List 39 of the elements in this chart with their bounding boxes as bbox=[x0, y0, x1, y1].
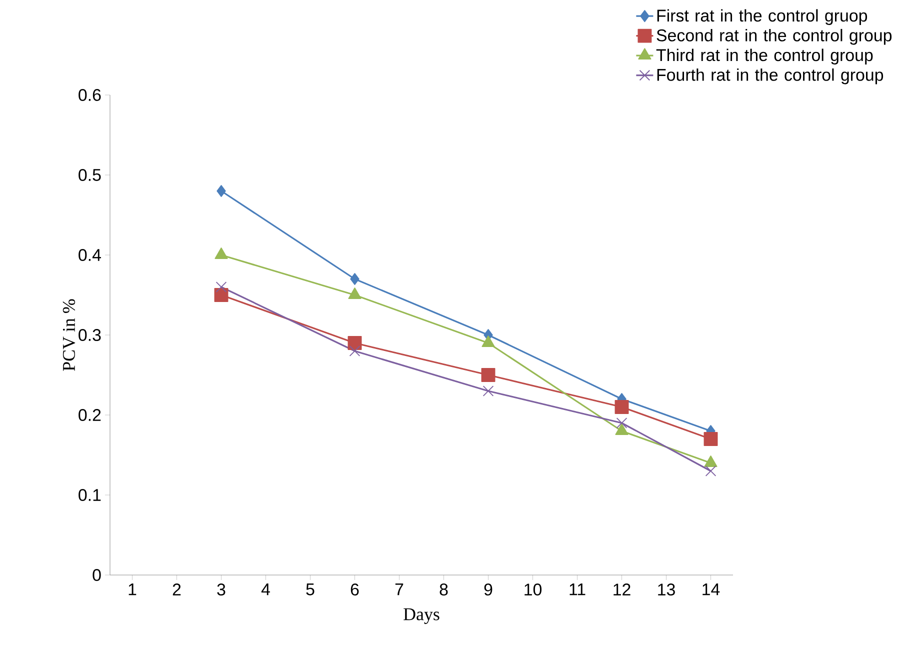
x-tick-label: 11 bbox=[570, 584, 586, 596]
y-tick-label: 0.5 bbox=[78, 169, 101, 181]
point bbox=[214, 288, 228, 302]
point bbox=[216, 282, 227, 292]
x-tick-label: 3 bbox=[217, 584, 226, 596]
y-tick-label: 0.4 bbox=[78, 249, 101, 261]
point bbox=[216, 185, 226, 197]
y-tick-label: 0 bbox=[92, 569, 101, 581]
y-tick-label: 0.6 bbox=[78, 89, 101, 101]
x-tick-label: 6 bbox=[350, 584, 359, 596]
legend-label: Second rat in the control group bbox=[656, 28, 892, 45]
x-tick-label: 13 bbox=[658, 584, 675, 596]
point bbox=[350, 273, 360, 285]
point bbox=[704, 432, 718, 446]
x-tick-label: 7 bbox=[395, 584, 404, 596]
x-tick-label: 1 bbox=[128, 584, 136, 596]
point bbox=[616, 418, 628, 428]
x-tick-label: 10 bbox=[524, 584, 542, 596]
legend-label: Fourth rat in the control group bbox=[657, 68, 884, 84]
x-axis-title: Days bbox=[404, 608, 440, 624]
x-tick-label: 5 bbox=[306, 584, 314, 596]
x-tick-label: 12 bbox=[614, 584, 630, 596]
point bbox=[349, 346, 360, 356]
y-tick-label: 0.2 bbox=[78, 409, 101, 421]
legend-label: Third rat in the control group bbox=[656, 48, 873, 64]
x-tick-label: 2 bbox=[172, 584, 181, 596]
point bbox=[705, 466, 716, 476]
x-tick-label: 14 bbox=[702, 584, 720, 596]
x-tick-label: 9 bbox=[484, 584, 492, 596]
y-tick-label: 0.1 bbox=[78, 489, 101, 501]
y-axis-title: PCV in % bbox=[62, 299, 76, 371]
x-tick-label: 8 bbox=[440, 584, 448, 596]
point bbox=[348, 336, 362, 350]
legend-label: First rat in the control gruop bbox=[657, 9, 868, 25]
point bbox=[614, 400, 629, 414]
x-tick-label: 4 bbox=[261, 584, 270, 596]
point bbox=[482, 386, 494, 396]
point bbox=[481, 368, 496, 382]
y-tick-label: 0.3 bbox=[78, 329, 101, 341]
